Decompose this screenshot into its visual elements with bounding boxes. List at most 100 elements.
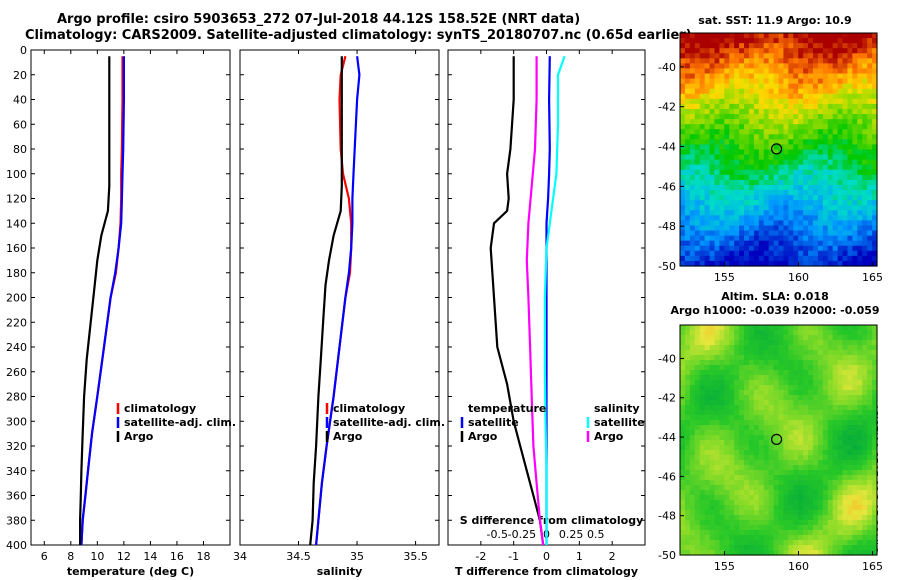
sla-heatmap-cell — [783, 415, 789, 421]
sla-heatmap-cell — [793, 540, 799, 546]
sst-heatmap-cell — [817, 200, 824, 206]
sla-heatmap-cell — [788, 495, 794, 501]
sla-heatmap-cell — [709, 415, 716, 421]
sst-heatmap-cell — [852, 149, 858, 156]
sla-heatmap-cell — [773, 540, 780, 546]
sla-heatmap-cell — [699, 390, 706, 396]
sst-heatmap-cell — [684, 103, 691, 110]
sst-heatmap-cell — [744, 139, 750, 146]
sla-heatmap-cell — [803, 390, 809, 396]
sst-heatmap-cell — [680, 240, 686, 247]
sst-heatmap-cell — [763, 245, 770, 252]
sst-heatmap-cell — [694, 195, 701, 201]
sst-heatmap-cell — [768, 220, 775, 227]
sst-heatmap-cell — [778, 98, 785, 105]
sst-heatmap-cell — [817, 134, 824, 140]
sla-heatmap-cell — [709, 335, 716, 341]
sla-heatmap-cell — [704, 495, 711, 501]
sla-heatmap-cell — [684, 385, 691, 391]
sla-heatmap-cell — [744, 345, 750, 351]
sst-heatmap-cell — [768, 58, 775, 64]
sla-heatmap-cell — [847, 340, 853, 346]
sst-heatmap-cell — [763, 119, 770, 125]
sla-heatmap-cell — [862, 425, 868, 431]
sst-heatmap-cell — [739, 195, 745, 201]
sst-heatmap-cell — [689, 43, 696, 49]
sla-heatmap-cell — [832, 370, 839, 376]
sla-heatmap-cell — [778, 535, 785, 541]
sla-heatmap-cell — [739, 495, 745, 501]
sla-heatmap-cell — [808, 475, 814, 481]
sla-heatmap-cell — [689, 530, 696, 536]
sst-heatmap-cell — [719, 184, 725, 191]
sst-heatmap-cell — [837, 58, 844, 64]
sla-heatmap-cell — [817, 510, 824, 516]
sla-heatmap-cell — [729, 415, 735, 421]
sla-heatmap-cell — [837, 400, 844, 406]
sst-heatmap-cell — [744, 108, 750, 115]
sst-heatmap-cell — [803, 240, 809, 247]
sla-heatmap-cell — [714, 545, 720, 551]
sst-heatmap-cell — [704, 164, 711, 171]
sst-heatmap-cell — [862, 43, 868, 49]
sla-heatmap-cell — [857, 470, 863, 476]
sst-heatmap-cell — [803, 154, 809, 161]
sst-heatmap-cell — [758, 205, 765, 211]
sla-heatmap-cell — [783, 410, 789, 416]
sst-heatmap-cell — [827, 144, 834, 151]
sla-heatmap-cell — [788, 520, 794, 526]
sst-heatmap-cell — [812, 205, 819, 211]
sst-heatmap-cell — [812, 260, 819, 267]
sla-heatmap-cell — [709, 395, 716, 401]
sla-heatmap-cell — [719, 475, 725, 481]
sla-heatmap-cell — [852, 505, 858, 511]
sst-heatmap-cell — [684, 139, 691, 146]
sla-heatmap-cell — [798, 370, 804, 376]
sla-heatmap-cell — [857, 330, 863, 336]
sst-heatmap-cell — [778, 68, 785, 75]
sst-heatmap-cell — [867, 124, 873, 130]
sla-heatmap-cell — [832, 535, 839, 541]
sst-heatmap-cell — [680, 119, 686, 125]
sla-heatmap-cell — [783, 380, 789, 386]
sst-heatmap-cell — [857, 38, 863, 44]
sla-heatmap-cell — [842, 390, 849, 396]
sst-heatmap-cell — [832, 78, 839, 85]
sst-heatmap-cell — [694, 53, 701, 59]
sla-heatmap-cell — [734, 540, 740, 546]
sla-heatmap-cell — [852, 385, 858, 391]
sst-heatmap-cell — [748, 210, 755, 216]
sst-heatmap-cell — [773, 250, 780, 257]
sla-heatmap-cell — [744, 375, 750, 381]
sla-heatmap-cell — [793, 535, 799, 541]
sla-heatmap-cell — [857, 520, 863, 526]
sla-heatmap-cell — [694, 335, 701, 341]
sst-heatmap-cell — [803, 114, 809, 120]
sla-heatmap-cell — [827, 400, 834, 406]
sst-heatmap-cell — [832, 73, 839, 80]
sst-heatmap-cell — [694, 78, 701, 85]
sla-heatmap-cell — [680, 540, 686, 546]
sst-heatmap-cell — [788, 83, 794, 90]
sla-heatmap-cell — [827, 435, 834, 441]
sst-heatmap-cell — [812, 139, 819, 146]
sla-heatmap-cell — [867, 355, 873, 361]
sst-heatmap-cell — [842, 159, 849, 166]
sla-heatmap-cell — [822, 370, 829, 376]
sla-heatmap-cell — [817, 530, 824, 536]
sla-heatmap-cell — [788, 460, 794, 466]
sst-heatmap-cell — [719, 159, 725, 166]
sla-heatmap-cell — [753, 375, 760, 381]
sla-heatmap-cell — [739, 380, 745, 386]
sst-heatmap-cell — [852, 169, 858, 176]
sst-heatmap-cell — [783, 210, 789, 216]
sst-heatmap-cell — [748, 38, 755, 44]
sla-heatmap-cell — [748, 430, 755, 436]
sst-heatmap-cell — [788, 134, 794, 140]
sla-heatmap-cell — [694, 530, 701, 536]
sla-heatmap-cell — [822, 415, 829, 421]
sla-heatmap-cell — [694, 475, 701, 481]
sst-heatmap-cell — [729, 149, 735, 156]
sla-heatmap-cell — [842, 420, 849, 426]
sla-heatmap-cell — [753, 525, 760, 531]
